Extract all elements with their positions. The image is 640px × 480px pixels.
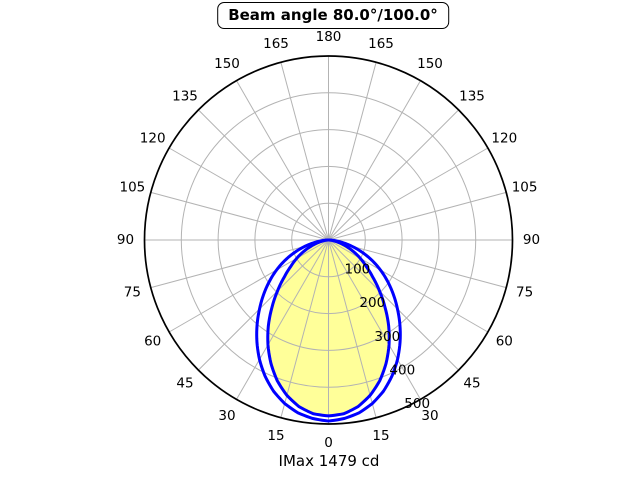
- beam-curve-80: [266, 238, 391, 418]
- grid-spoke: [328, 191, 507, 241]
- grid-spoke: [168, 239, 329, 333]
- grid-spoke: [198, 239, 329, 371]
- chart-title-text: Beam angle 80.0°/100.0°: [228, 6, 438, 24]
- grid-spoke: [280, 239, 329, 418]
- grid-spoke: [328, 147, 489, 241]
- angle-tick-label-0: 0: [324, 435, 333, 451]
- grid-spoke: [328, 239, 421, 400]
- angle-tick-label-180: 180: [316, 29, 342, 45]
- angle-tick-label-135-left: 135: [172, 89, 198, 105]
- angle-tick-label-15-left: 15: [267, 428, 284, 444]
- axis-labels: 0 15 15 30 30 45 45 60 60 75 75 90 90 105 105 120 120 135…: [117, 29, 540, 451]
- angle-tick-label-45-left: 45: [176, 376, 193, 392]
- angle-tick-label-165: 165: [368, 36, 394, 52]
- grid-spoke: [198, 109, 329, 241]
- angle-tick-label-105-left: 105: [120, 180, 146, 196]
- angle-tick-label-165-left: 165: [263, 36, 289, 52]
- polar-spine: [143, 55, 514, 425]
- angle-tick-label-90-left: 90: [117, 232, 134, 248]
- r-tick-label-200: 200: [359, 295, 385, 311]
- angle-tick-label-30-left: 30: [218, 408, 235, 424]
- grid-spoke: [328, 239, 377, 418]
- angle-tick-label-90: 90: [523, 232, 540, 248]
- angle-tick-label-105: 105: [512, 180, 538, 196]
- angle-tick-label-120-left: 120: [140, 131, 166, 147]
- grid-spoke: [236, 80, 329, 241]
- angle-tick-label-60-left: 60: [144, 334, 161, 350]
- grid-spoke: [328, 80, 421, 241]
- angle-tick-label-150: 150: [417, 56, 443, 72]
- angle-tick-label-75-left: 75: [124, 285, 141, 301]
- beam-curves: [255, 238, 402, 423]
- polar-spine-layer: [143, 55, 514, 425]
- angle-tick-label-120: 120: [491, 131, 517, 147]
- angle-tick-label-75: 75: [516, 285, 533, 301]
- grid-spoke: [236, 239, 329, 400]
- imax-caption: IMax 1479 cd: [278, 452, 380, 470]
- r-tick-label-400: 400: [389, 363, 415, 379]
- beam-curve-100: [255, 238, 402, 423]
- grid-spoke: [328, 239, 459, 371]
- angle-tick-label-60: 60: [496, 334, 513, 350]
- grid-spoke: [280, 62, 329, 241]
- grid-spoke: [328, 62, 377, 241]
- angle-tick-label-135: 135: [459, 89, 485, 105]
- angle-tick-label-150-left: 150: [214, 56, 240, 72]
- grid-spoke: [328, 239, 489, 333]
- angle-tick-label-15: 15: [372, 428, 389, 444]
- grid-spoke: [150, 191, 329, 241]
- r-tick-label-500: 500: [404, 396, 430, 412]
- r-tick-label-300: 300: [374, 329, 400, 345]
- polar-grid: [144, 56, 513, 424]
- chart-title-box: Beam angle 80.0°/100.0°: [217, 2, 449, 29]
- grid-spoke: [168, 147, 329, 241]
- angle-tick-label-45: 45: [463, 376, 480, 392]
- angle-tick-label-30: 30: [421, 408, 438, 424]
- grid-spoke: [328, 109, 459, 241]
- r-tick-label-100: 100: [345, 262, 371, 278]
